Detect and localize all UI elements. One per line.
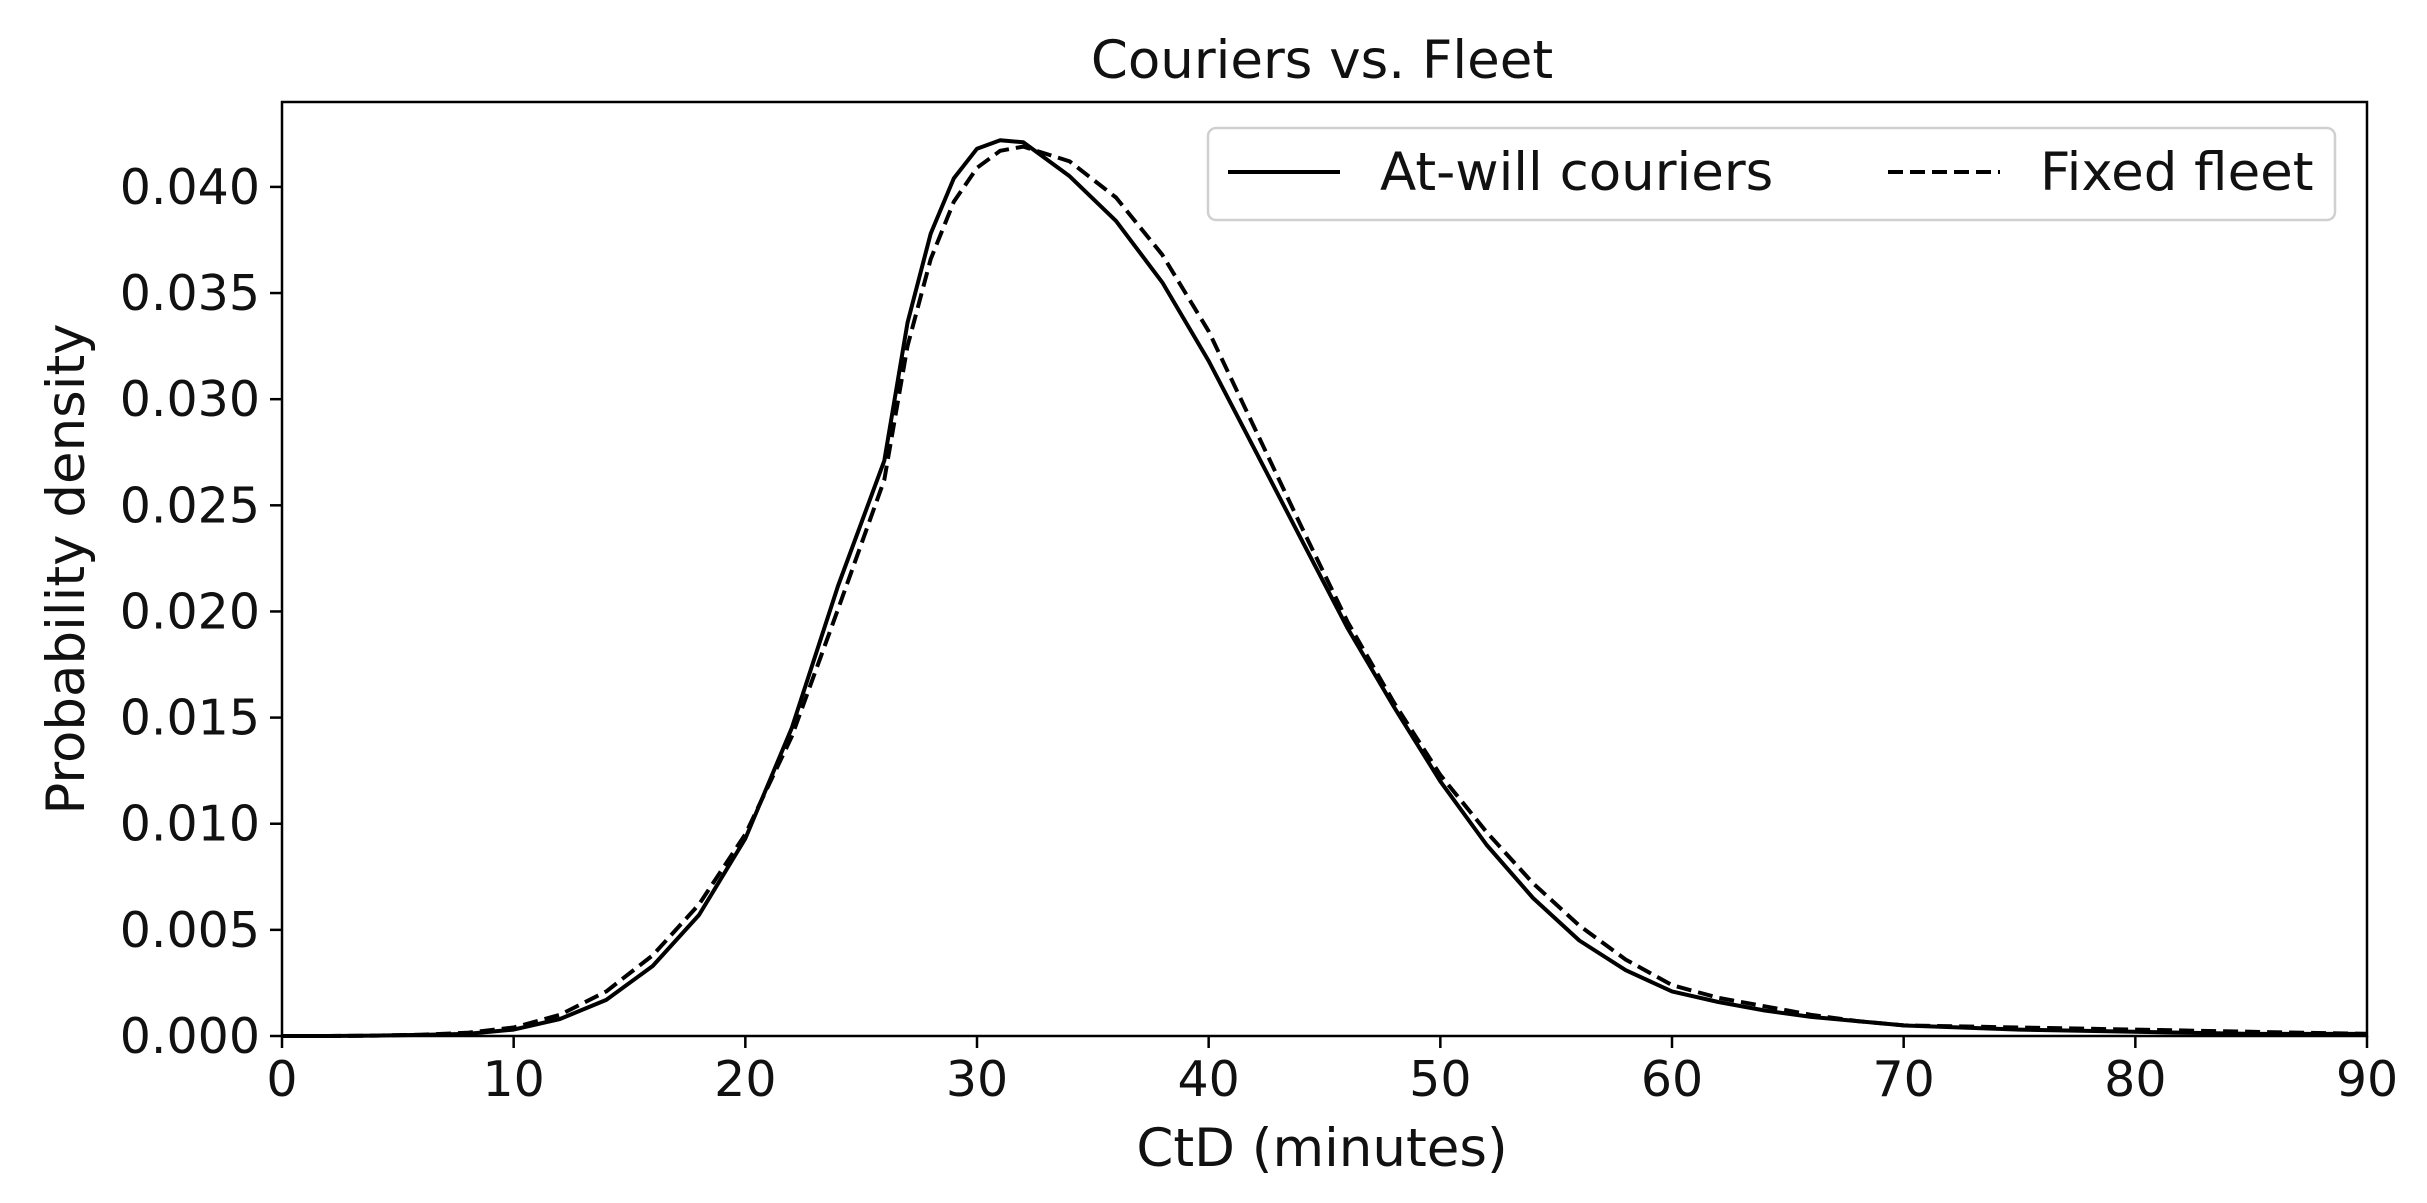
x-tick-label: 50: [1409, 1051, 1471, 1108]
x-tick-label: 40: [1177, 1051, 1239, 1108]
x-axis: 0 10 20 30 40 50 60 70 80 90: [266, 1036, 2398, 1108]
series-line-fixed-fleet: [282, 144, 2368, 1038]
x-tick-label: 80: [2104, 1051, 2166, 1108]
legend-label-fixed-fleet: Fixed fleet: [2040, 142, 2314, 203]
x-axis-title: CtD (minutes): [1136, 1118, 1507, 1179]
y-tick-label: 0.030: [120, 371, 260, 428]
x-tick-label: 10: [482, 1051, 544, 1108]
plot-area: [282, 138, 2368, 1038]
x-tick-label: 30: [946, 1051, 1008, 1108]
y-axis-title: Probability density: [36, 323, 97, 814]
legend-label-at-will-couriers: At-will couriers: [1380, 142, 1773, 203]
x-tick-label: 0: [266, 1051, 297, 1108]
x-tick-label: 20: [714, 1051, 776, 1108]
y-tick-label: 0.025: [120, 477, 260, 534]
x-tick-label: 60: [1641, 1051, 1703, 1108]
y-tick-label: 0.020: [120, 583, 260, 640]
y-tick-label: 0.040: [120, 159, 260, 216]
legend-box: [1206, 126, 2337, 222]
x-tick-label: 90: [2336, 1051, 2398, 1108]
y-tick-label: 0.010: [120, 796, 260, 853]
y-tick-label: 0.005: [120, 902, 260, 959]
chart-title: Couriers vs. Fleet: [1091, 30, 1553, 91]
legend: At-will couriers Fixed fleet: [1206, 126, 2337, 222]
x-tick-label: 70: [1872, 1051, 1934, 1108]
plot-frame: [280, 100, 2369, 1038]
series-line-at-will-couriers: [282, 138, 2367, 1038]
y-tick-label: 0.000: [120, 1008, 260, 1065]
y-axis: 0.000 0.005 0.010 0.015 0.020 0.025 0.030 0.035…: [120, 159, 282, 1065]
y-tick-label: 0.015: [120, 690, 260, 747]
y-tick-label: 0.035: [120, 265, 260, 322]
